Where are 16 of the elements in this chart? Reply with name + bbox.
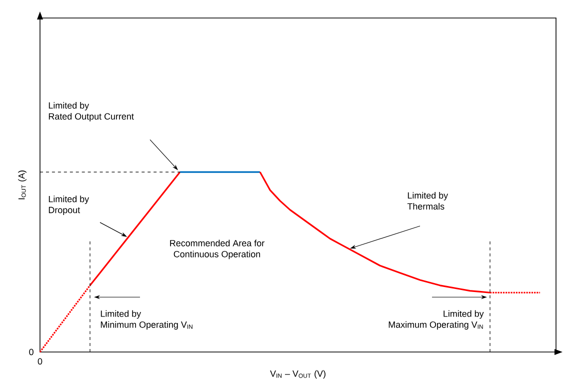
text: 0	[29, 348, 34, 356]
annotation: Thermals	[407, 202, 444, 210]
text: Limited by	[48, 102, 90, 110]
y-axis-title: I$_{OUT}$ (A)	[18, 170, 26, 200]
x-axis-title: V$_{IN}$ – V$_{OUT}$ (V)	[270, 370, 326, 379]
annotation: Dropout	[48, 206, 80, 215]
annotation: Minimum Operating V$_{IN}$	[100, 321, 192, 330]
text: 0	[38, 358, 42, 365]
text: Rated Output Current	[48, 113, 134, 122]
annotation: Maximum Operating V$_{IN}$	[388, 321, 483, 330]
annotation: Limited by	[408, 192, 448, 200]
annotation: Limited by	[48, 196, 90, 204]
annotation: Limited by	[100, 310, 142, 319]
annotation: Limited by	[444, 310, 484, 319]
annotation: Continuous Operation	[174, 250, 260, 260]
annotation: Recommended Area for	[170, 240, 264, 246]
